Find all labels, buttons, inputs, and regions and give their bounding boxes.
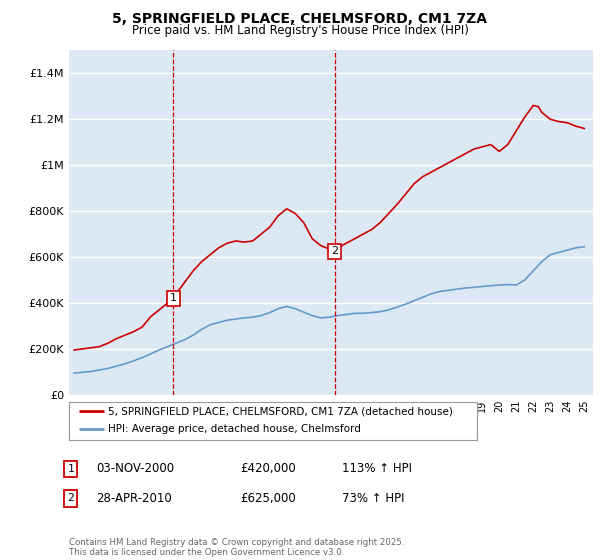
Text: 1: 1 — [67, 464, 74, 474]
Text: 03-NOV-2000: 03-NOV-2000 — [96, 462, 174, 475]
Text: 5, SPRINGFIELD PLACE, CHELMSFORD, CM1 7ZA (detached house): 5, SPRINGFIELD PLACE, CHELMSFORD, CM1 7Z… — [108, 407, 452, 417]
Text: 28-APR-2010: 28-APR-2010 — [96, 492, 172, 505]
Text: 113% ↑ HPI: 113% ↑ HPI — [342, 462, 412, 475]
Text: Price paid vs. HM Land Registry's House Price Index (HPI): Price paid vs. HM Land Registry's House … — [131, 24, 469, 37]
Text: HPI: Average price, detached house, Chelmsford: HPI: Average price, detached house, Chel… — [108, 424, 361, 434]
Text: 1: 1 — [170, 293, 177, 304]
Text: 2: 2 — [331, 246, 338, 256]
Text: 2: 2 — [67, 493, 74, 503]
Text: Contains HM Land Registry data © Crown copyright and database right 2025.
This d: Contains HM Land Registry data © Crown c… — [69, 538, 404, 557]
Text: £420,000: £420,000 — [240, 462, 296, 475]
Text: 5, SPRINGFIELD PLACE, CHELMSFORD, CM1 7ZA: 5, SPRINGFIELD PLACE, CHELMSFORD, CM1 7Z… — [113, 12, 487, 26]
Text: £625,000: £625,000 — [240, 492, 296, 505]
Text: 73% ↑ HPI: 73% ↑ HPI — [342, 492, 404, 505]
